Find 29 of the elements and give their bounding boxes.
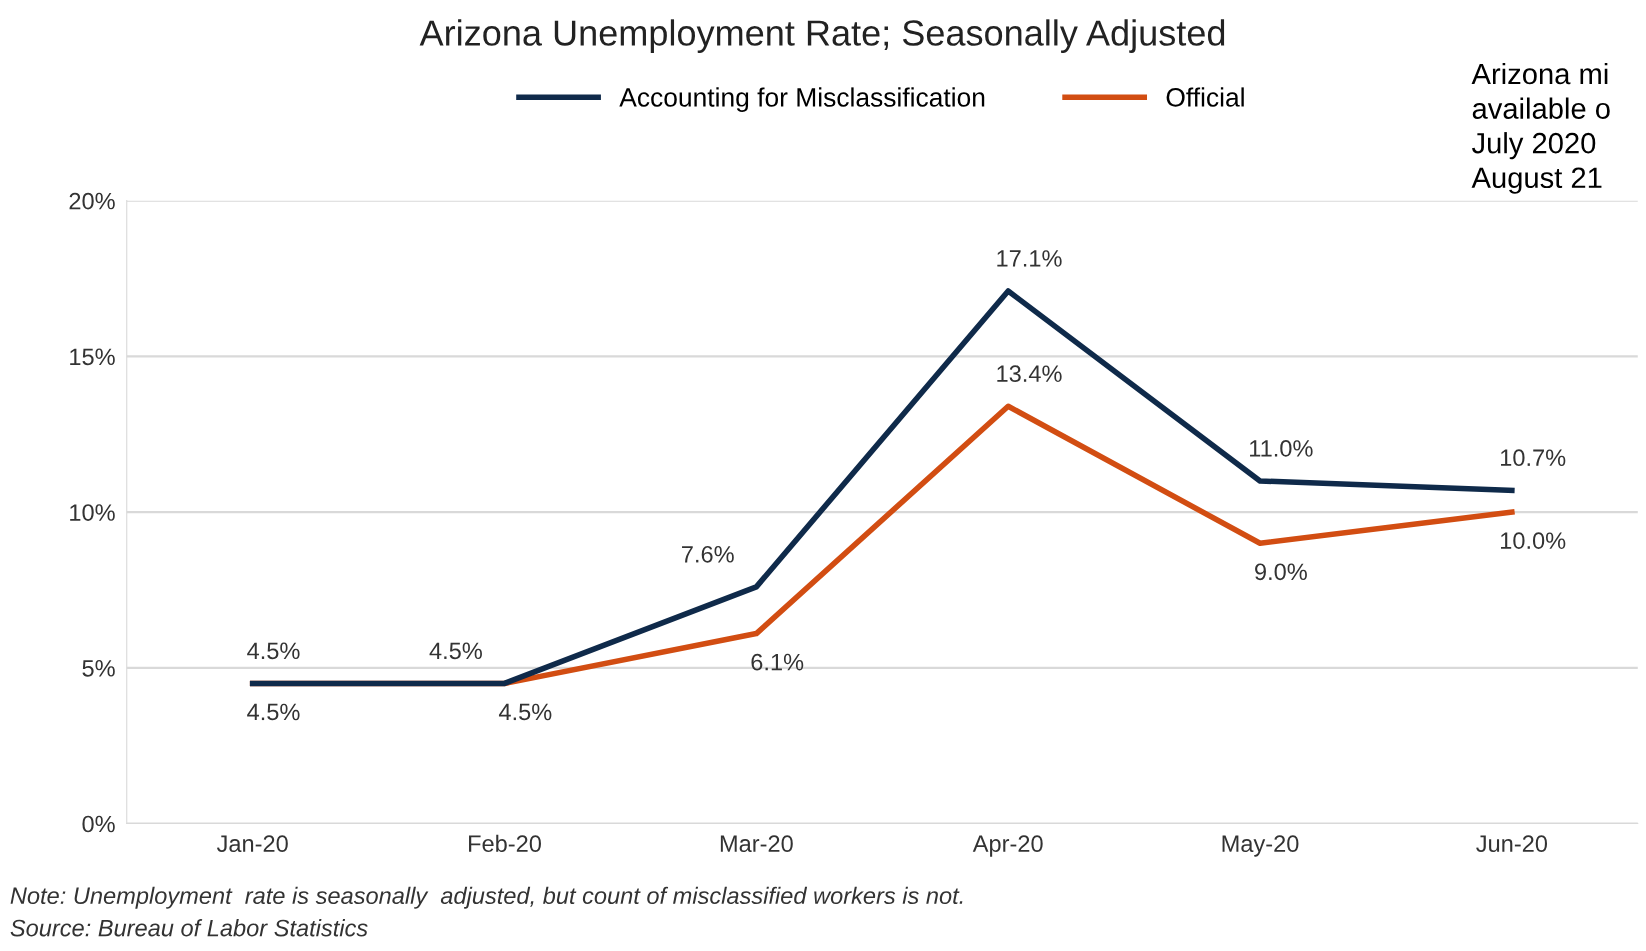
x-tick-label: May-20 xyxy=(1222,835,1299,857)
data-label: 10.7% xyxy=(1501,449,1566,467)
text: Note: Unemployment rate is seasonally adjusted, but count of misclassified workers is not. xyxy=(10,886,963,909)
y-tick-label: 0% xyxy=(82,815,115,833)
x-tick-label: Jan-20 xyxy=(216,835,288,853)
data-label: 17.1% xyxy=(997,250,1062,267)
data-label: 6.1% xyxy=(751,653,804,671)
legend-label: Accounting for Misclassification xyxy=(619,87,985,112)
y-tick-label: 15% xyxy=(70,348,115,366)
data-label: 4.5% xyxy=(429,642,482,660)
legend-label: Official xyxy=(1166,87,1244,107)
data-label: 4.5% xyxy=(247,703,300,721)
x-tick-label: Jun-20 xyxy=(1476,835,1548,853)
data-label: 10.0% xyxy=(1501,532,1566,550)
source-note: Source: Bureau of Labor Statistics xyxy=(10,919,368,937)
x-tick-label: Mar-20 xyxy=(720,835,793,853)
x-tick-label: Feb-20 xyxy=(469,834,541,853)
chart-title: Arizona Unemployment Rate; Seasonally Adjusted xyxy=(419,19,1225,53)
data-label: 9.0% xyxy=(1255,563,1307,581)
y-tick-label: 20% xyxy=(69,192,115,210)
data-label: 11.0% xyxy=(1250,440,1313,457)
data-label: 4.5% xyxy=(247,642,300,660)
text: Arizona mi available o July 2020 August 21 xyxy=(1471,62,1610,194)
y-tick-label: 5% xyxy=(82,660,115,677)
y-tick-label: 10% xyxy=(70,504,115,521)
data-label: 4.5% xyxy=(498,703,552,721)
data-label: 13.4% xyxy=(997,365,1062,382)
data-label: 7.6% xyxy=(682,545,734,563)
x-tick-label: Apr-20 xyxy=(972,835,1043,857)
